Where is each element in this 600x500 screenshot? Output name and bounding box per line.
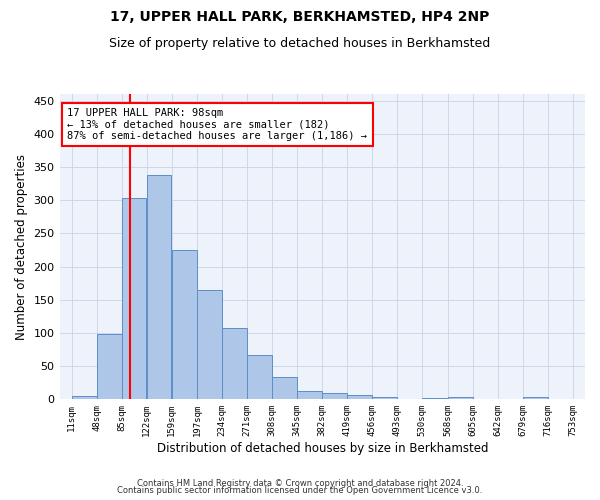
Bar <box>147 175 172 400</box>
Bar <box>523 396 548 400</box>
Bar <box>72 396 97 400</box>
Y-axis label: Number of detached properties: Number of detached properties <box>15 154 28 340</box>
Bar <box>298 392 322 400</box>
Bar <box>97 334 122 400</box>
Text: Size of property relative to detached houses in Berkhamsted: Size of property relative to detached ho… <box>109 38 491 51</box>
X-axis label: Distribution of detached houses by size in Berkhamsted: Distribution of detached houses by size … <box>157 442 488 455</box>
Bar <box>322 392 347 400</box>
Bar <box>223 328 247 400</box>
Bar <box>422 398 448 400</box>
Bar <box>448 396 473 400</box>
Text: Contains HM Land Registry data © Crown copyright and database right 2024.: Contains HM Land Registry data © Crown c… <box>137 478 463 488</box>
Text: 17 UPPER HALL PARK: 98sqm
← 13% of detached houses are smaller (182)
87% of semi: 17 UPPER HALL PARK: 98sqm ← 13% of detac… <box>67 108 367 141</box>
Bar <box>197 290 222 400</box>
Text: 17, UPPER HALL PARK, BERKHAMSTED, HP4 2NP: 17, UPPER HALL PARK, BERKHAMSTED, HP4 2N… <box>110 10 490 24</box>
Bar <box>122 198 146 400</box>
Bar <box>172 250 197 400</box>
Text: Contains public sector information licensed under the Open Government Licence v3: Contains public sector information licen… <box>118 486 482 495</box>
Bar <box>347 396 372 400</box>
Bar <box>247 355 272 400</box>
Bar <box>272 378 297 400</box>
Bar <box>373 396 397 400</box>
